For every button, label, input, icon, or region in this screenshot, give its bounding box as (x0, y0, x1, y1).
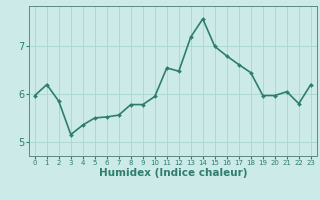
X-axis label: Humidex (Indice chaleur): Humidex (Indice chaleur) (99, 168, 247, 178)
